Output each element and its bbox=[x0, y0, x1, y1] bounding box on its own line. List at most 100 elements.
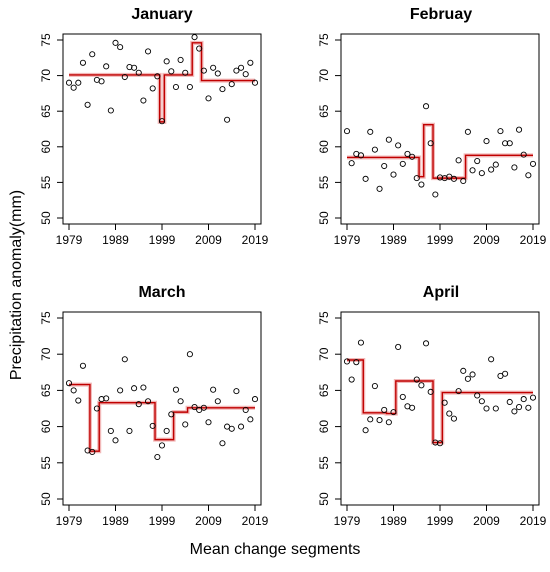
data-point bbox=[200, 67, 207, 74]
y-tick-label: 60 bbox=[39, 420, 53, 434]
data-point bbox=[79, 59, 86, 66]
y-tick-label: 70 bbox=[39, 69, 53, 83]
data-point bbox=[343, 128, 351, 135]
data-point bbox=[121, 73, 128, 81]
data-point bbox=[506, 398, 513, 406]
data-point bbox=[219, 86, 226, 93]
data-point bbox=[247, 59, 254, 66]
data-point bbox=[233, 388, 240, 395]
panel-title: March bbox=[138, 284, 185, 301]
data-point bbox=[436, 440, 444, 447]
panel-january: January 50 55 60 65 70 75 1979 1989 1999 2009 2019 bbox=[39, 6, 269, 247]
data-point bbox=[247, 416, 254, 423]
data-point bbox=[450, 175, 458, 182]
data-point bbox=[149, 85, 156, 92]
x-tick-label: 1999 bbox=[427, 514, 454, 528]
data-point bbox=[126, 427, 133, 434]
y-tick-label: 55 bbox=[317, 175, 331, 189]
mean-segment-halo bbox=[69, 382, 255, 454]
data-point bbox=[200, 404, 207, 411]
data-point bbox=[70, 84, 77, 91]
data-point bbox=[436, 174, 444, 181]
y-tick-label: 75 bbox=[39, 33, 53, 47]
data-point bbox=[353, 359, 360, 366]
x-tick-label: 1979 bbox=[56, 233, 83, 247]
data-point bbox=[502, 140, 509, 147]
data-point bbox=[154, 73, 161, 80]
panel-title: April bbox=[423, 284, 459, 301]
x-tick-label: 2009 bbox=[473, 514, 500, 528]
y-tick-label: 75 bbox=[39, 311, 53, 325]
data-point bbox=[362, 175, 369, 182]
data-point bbox=[455, 157, 462, 164]
y-tick-label: 55 bbox=[39, 175, 53, 189]
data-point bbox=[343, 358, 351, 365]
data-point bbox=[191, 404, 198, 411]
data-point bbox=[464, 128, 471, 135]
data-point bbox=[511, 164, 518, 171]
data-point bbox=[84, 101, 91, 108]
data-point bbox=[446, 410, 453, 417]
data-point bbox=[474, 157, 481, 165]
data-point bbox=[469, 167, 476, 174]
data-point bbox=[520, 396, 527, 403]
data-point bbox=[348, 160, 355, 167]
data-point bbox=[117, 44, 124, 51]
mean-segment-line bbox=[347, 124, 533, 179]
data-point bbox=[172, 386, 179, 393]
plot-frame bbox=[62, 33, 262, 225]
data-point bbox=[219, 440, 226, 447]
data-point bbox=[237, 64, 245, 71]
data-point bbox=[511, 408, 518, 415]
data-point bbox=[158, 118, 166, 125]
data-point bbox=[75, 79, 82, 86]
data-point bbox=[205, 95, 212, 102]
x-tick-label: 1999 bbox=[149, 233, 176, 247]
data-point bbox=[112, 39, 119, 46]
data-point bbox=[409, 153, 416, 160]
data-point bbox=[135, 69, 142, 76]
data-point bbox=[432, 191, 439, 198]
data-point bbox=[385, 419, 392, 426]
data-point bbox=[348, 376, 355, 383]
mean-segment-halo bbox=[347, 357, 533, 445]
x-tick-label: 2019 bbox=[242, 233, 269, 247]
x-tick-label: 1989 bbox=[102, 233, 129, 247]
data-point bbox=[186, 351, 193, 358]
data-point bbox=[126, 64, 133, 71]
data-point bbox=[469, 371, 476, 378]
data-point bbox=[168, 68, 175, 75]
data-point bbox=[75, 397, 82, 404]
data-point bbox=[205, 419, 212, 426]
data-point bbox=[529, 394, 537, 401]
data-point bbox=[196, 45, 203, 52]
data-point bbox=[140, 384, 147, 391]
y-tick-label: 50 bbox=[39, 492, 53, 506]
data-point bbox=[233, 67, 240, 74]
data-point bbox=[144, 398, 152, 405]
data-point bbox=[529, 160, 537, 167]
x-tick-label: 1979 bbox=[334, 233, 361, 247]
y-tick-label: 70 bbox=[317, 347, 331, 361]
data-point bbox=[177, 398, 184, 405]
data-point bbox=[376, 417, 383, 424]
data-point bbox=[413, 376, 420, 383]
data-point bbox=[131, 385, 138, 392]
y-tick-label: 65 bbox=[39, 383, 53, 397]
data-point bbox=[214, 70, 221, 77]
mean-segment-halo bbox=[347, 122, 533, 181]
data-point bbox=[107, 427, 114, 434]
x-tick-label: 2009 bbox=[195, 233, 222, 247]
data-point bbox=[427, 140, 434, 147]
x-tick-label: 1999 bbox=[149, 514, 176, 528]
data-point bbox=[242, 406, 249, 413]
data-point bbox=[237, 423, 245, 430]
data-point bbox=[79, 362, 86, 369]
data-point bbox=[186, 83, 193, 91]
data-point bbox=[474, 392, 481, 399]
data-point bbox=[516, 404, 523, 411]
data-point bbox=[404, 150, 411, 157]
data-point bbox=[418, 382, 425, 389]
